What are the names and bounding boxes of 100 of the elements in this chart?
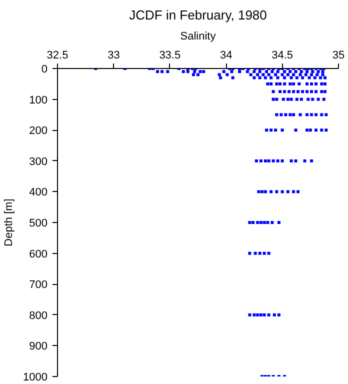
point	[294, 128, 298, 132]
point	[264, 76, 267, 80]
point	[308, 76, 311, 80]
point	[238, 70, 242, 74]
point	[320, 82, 324, 86]
point	[283, 70, 286, 74]
point	[275, 82, 278, 86]
point	[270, 76, 273, 80]
point	[275, 113, 278, 116]
point	[262, 313, 266, 316]
point	[324, 82, 327, 86]
point	[248, 221, 252, 224]
point	[270, 221, 274, 224]
point	[275, 190, 278, 194]
point	[306, 70, 309, 74]
point	[316, 73, 319, 76]
point	[304, 73, 308, 76]
point	[286, 73, 290, 76]
y-tick-label: 800	[29, 310, 48, 322]
point	[277, 221, 280, 224]
point	[222, 70, 226, 74]
point	[324, 76, 327, 80]
point	[278, 82, 282, 86]
y-tick-label: 600	[29, 248, 48, 260]
point	[218, 73, 221, 76]
point	[296, 190, 300, 194]
y-axis-title: Depth [m]	[3, 198, 16, 246]
point	[218, 76, 222, 80]
point	[313, 76, 316, 80]
point	[298, 82, 301, 86]
point	[265, 70, 268, 74]
point	[248, 252, 252, 255]
point	[272, 98, 275, 101]
point	[202, 70, 206, 74]
x-tick-label: 33.5	[159, 50, 181, 62]
point	[298, 73, 302, 76]
point	[260, 190, 264, 194]
point	[252, 313, 256, 316]
point	[280, 190, 284, 194]
y-tick-label: 300	[29, 156, 48, 168]
point	[262, 73, 265, 76]
point	[286, 190, 290, 194]
y-tick-label: 1000	[23, 372, 48, 384]
point	[283, 82, 286, 86]
point	[272, 313, 276, 316]
point	[257, 190, 260, 194]
point	[294, 70, 298, 74]
point	[295, 76, 298, 80]
point	[274, 128, 278, 132]
point	[252, 70, 256, 74]
point	[320, 90, 324, 94]
x-tick-label: 33	[108, 50, 120, 62]
point	[276, 159, 280, 162]
point	[231, 76, 234, 80]
x-tick-label: 34	[220, 50, 232, 62]
point	[324, 90, 327, 94]
point	[310, 82, 314, 86]
point	[294, 159, 298, 162]
point	[314, 113, 318, 116]
point	[283, 90, 286, 94]
point	[311, 98, 314, 101]
point	[290, 159, 293, 162]
point	[264, 190, 267, 194]
point	[259, 221, 262, 224]
point	[311, 70, 314, 74]
point	[306, 98, 310, 101]
point	[306, 113, 309, 116]
point	[310, 90, 314, 94]
point	[292, 73, 296, 76]
point	[267, 159, 270, 162]
point	[306, 128, 309, 132]
point	[321, 73, 324, 76]
point	[252, 76, 256, 80]
point	[266, 221, 270, 224]
y-tick-label: 700	[29, 279, 48, 292]
point	[258, 252, 262, 255]
point	[256, 73, 260, 76]
point	[230, 70, 234, 74]
point	[258, 76, 262, 80]
point	[298, 113, 302, 116]
point	[182, 70, 185, 74]
point	[254, 159, 258, 162]
point	[193, 70, 196, 74]
point	[276, 76, 280, 80]
point	[290, 76, 293, 80]
point	[301, 76, 304, 80]
point	[192, 73, 196, 76]
point	[319, 76, 322, 80]
point	[256, 313, 260, 316]
point	[248, 313, 252, 316]
point	[267, 73, 270, 76]
point	[249, 73, 252, 76]
x-tick-label: 35	[332, 50, 345, 62]
point	[283, 76, 286, 80]
point	[320, 128, 324, 132]
point	[321, 70, 324, 74]
x-axis-title: Salinity	[180, 30, 216, 42]
point	[288, 90, 291, 94]
point	[267, 313, 270, 316]
point	[280, 73, 284, 76]
